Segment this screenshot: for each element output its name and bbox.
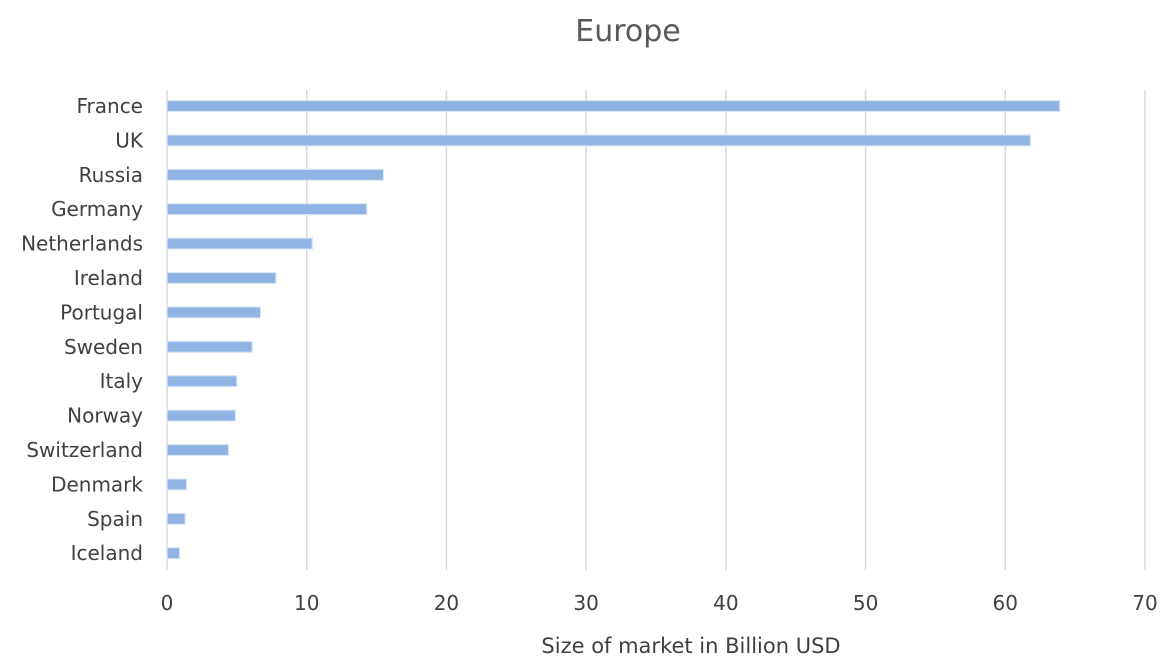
x-tick-label: 30 xyxy=(573,591,598,615)
bar-italy xyxy=(166,375,238,388)
category-label-italy: Italy xyxy=(100,369,144,393)
category-label-germany: Germany xyxy=(51,197,143,221)
category-label-switzerland: Switzerland xyxy=(26,438,143,462)
bar-sweden xyxy=(166,340,253,353)
category-labels: France UK Russia Germany Netherlands Ireland P… xyxy=(21,94,144,565)
bar-denmark xyxy=(166,478,188,491)
bar-russia xyxy=(166,168,385,181)
bar-norway xyxy=(166,409,237,422)
category-label-iceland: Iceland xyxy=(71,541,143,565)
bar-germany xyxy=(166,203,368,216)
x-tick-label: 0 xyxy=(161,591,174,615)
category-label-sweden: Sweden xyxy=(64,335,143,359)
category-label-russia: Russia xyxy=(79,163,143,187)
gridlines xyxy=(166,90,1146,570)
bar-switzerland xyxy=(166,443,230,457)
category-label-uk: UK xyxy=(115,128,144,152)
category-label-netherlands: Netherlands xyxy=(21,232,143,256)
x-axis-title: Size of market in Billion USD xyxy=(541,634,840,656)
category-label-france: France xyxy=(76,94,143,118)
bar-france xyxy=(166,99,1061,113)
category-label-denmark: Denmark xyxy=(51,472,143,496)
bar-ireland xyxy=(166,271,277,285)
bar-spain xyxy=(166,512,186,525)
chart-title: Europe xyxy=(575,14,681,49)
bar-netherlands xyxy=(166,237,313,250)
category-label-spain: Spain xyxy=(87,507,143,531)
x-tick-label: 50 xyxy=(853,591,878,615)
x-tick-label: 10 xyxy=(294,591,319,615)
bar-uk xyxy=(166,134,1032,147)
category-label-norway: Norway xyxy=(67,404,143,428)
bars xyxy=(166,99,1061,560)
category-label-ireland: Ireland xyxy=(74,266,143,290)
x-tick-label: 40 xyxy=(713,591,738,615)
x-tick-labels: 0 10 20 30 40 50 60 70 xyxy=(161,591,1158,615)
x-tick-label: 70 xyxy=(1132,591,1157,615)
x-tick-label: 20 xyxy=(434,591,459,615)
x-tick-label: 60 xyxy=(993,591,1018,615)
bar-iceland xyxy=(166,547,181,560)
bar-portugal xyxy=(166,306,262,319)
category-label-portugal: Portugal xyxy=(60,300,143,324)
